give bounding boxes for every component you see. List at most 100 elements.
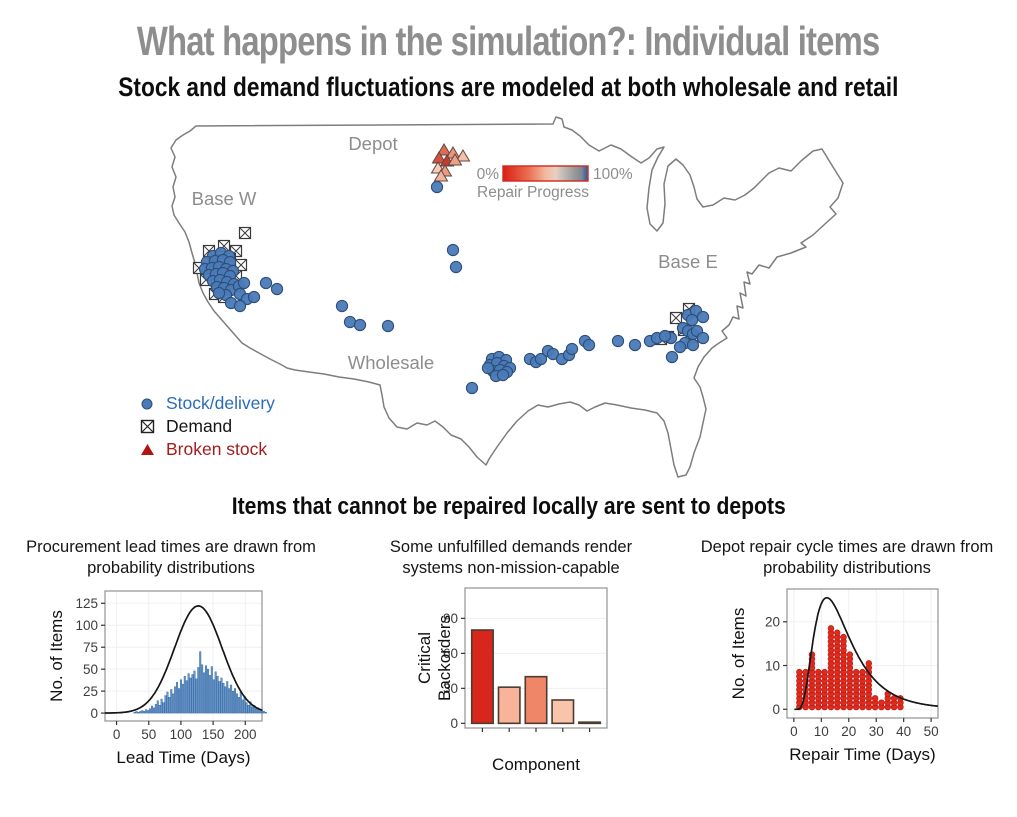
map-region-labels: Depot Base W Base E Wholesale xyxy=(192,133,718,373)
histogram-bar xyxy=(178,688,180,714)
plot-panel xyxy=(786,588,939,719)
map-label-wholesale: Wholesale xyxy=(348,352,434,373)
y-tick-label: 50 xyxy=(83,662,98,677)
x-axis-label: Component xyxy=(492,755,580,773)
section-heading-text: Items that cannot be repaired locally ar… xyxy=(231,493,786,520)
histogram-bar xyxy=(228,688,231,714)
x-axis-label: Repair Time (Days) xyxy=(789,745,935,764)
y-tick-label: 0 xyxy=(90,706,98,721)
stock-dot xyxy=(665,350,679,364)
stock-dot xyxy=(696,310,710,324)
histogram-bar xyxy=(259,710,262,714)
map-label-base-w: Base W xyxy=(192,188,257,209)
stock-dot xyxy=(658,329,672,343)
histogram-bar xyxy=(237,696,240,714)
section-heading: Items that cannot be repaired locally ar… xyxy=(0,493,1017,521)
histogram-bar xyxy=(218,681,221,714)
legend-item-demand: Demand xyxy=(136,415,275,438)
broken-stock-triangle xyxy=(447,153,463,166)
histogram-bar xyxy=(147,710,150,714)
stock-dot xyxy=(449,260,463,274)
histogram-bar xyxy=(210,666,213,714)
histogram-bar xyxy=(179,679,182,714)
broken-stock-triangle xyxy=(433,169,449,182)
stock-dot xyxy=(381,319,395,333)
stock-dot xyxy=(611,334,625,348)
x-tick-label: 30 xyxy=(869,724,884,739)
histogram-bar xyxy=(164,695,167,714)
histogram-bar xyxy=(234,688,236,714)
histogram-bar xyxy=(224,686,227,714)
count-dot xyxy=(852,668,860,676)
histogram-bar xyxy=(168,696,171,714)
histogram-bar xyxy=(249,701,252,714)
stock-dot xyxy=(446,243,460,257)
histogram-bar xyxy=(255,708,258,714)
histogram-bar xyxy=(251,706,254,714)
stock-dot xyxy=(270,282,284,296)
x-axis-label: Lead Time (Days) xyxy=(116,748,250,767)
histogram-bar xyxy=(220,677,223,714)
stock-dot xyxy=(233,299,247,313)
x-tick-label: 50 xyxy=(141,727,156,742)
count-dot xyxy=(815,668,822,676)
page-subtitle: Stock and demand fluctuations are modele… xyxy=(0,72,1017,103)
lead-time-histogram: 0 25 50 75 100 125 0 50 100 150 200 Lead Time (Days… xyxy=(47,590,267,767)
y-tick-label: 20 xyxy=(765,614,780,629)
chart-critical-backorders: Some unfulfilled demands render systems … xyxy=(352,537,670,773)
x-tick-label: 0 xyxy=(790,724,798,739)
histogram-bar xyxy=(133,711,136,714)
demand-square-icon xyxy=(136,419,158,434)
histogram-bar xyxy=(239,691,242,714)
map-marker-legend: Stock/delivery Demand Broken stock xyxy=(136,392,275,461)
broken-stock-triangle xyxy=(455,149,471,162)
us-map: Depot Base W Base E Wholesale 0% 100% Repai… xyxy=(170,116,844,478)
density-curve xyxy=(794,596,939,711)
histogram-bar xyxy=(253,704,256,714)
histogram-bar xyxy=(156,700,159,714)
stock-dot xyxy=(696,331,710,345)
histogram-bar xyxy=(226,681,229,714)
histogram-bar xyxy=(206,668,209,714)
bar xyxy=(578,721,602,725)
bar xyxy=(470,629,494,725)
y-tick-label: 30 xyxy=(443,681,458,696)
count-dot xyxy=(878,699,885,706)
histogram-bar xyxy=(137,711,140,714)
histogram-bar xyxy=(158,704,161,714)
histogram-bar xyxy=(143,711,146,714)
y-tick-label: 90 xyxy=(443,611,458,626)
histogram-bar xyxy=(205,665,207,714)
histogram-bar xyxy=(191,674,194,714)
histogram-bar xyxy=(230,684,233,714)
histogram-bar xyxy=(170,689,173,714)
histogram-bar xyxy=(139,711,142,714)
density-curve xyxy=(104,604,263,714)
histogram-bar xyxy=(201,664,204,714)
y-tick-label: 125 xyxy=(75,596,98,611)
histogram-bar xyxy=(176,682,179,714)
stock-dot-icon xyxy=(136,397,158,411)
histogram-bar xyxy=(241,699,244,714)
histogram-bar xyxy=(199,651,202,714)
histogram-bar xyxy=(187,673,190,714)
bar xyxy=(524,675,548,725)
x-tick-label: 50 xyxy=(924,724,939,739)
map-markers xyxy=(192,143,710,395)
histogram-bar xyxy=(162,702,165,714)
histogram-bar xyxy=(160,698,163,714)
legend-label-stock: Stock/delivery xyxy=(166,393,275,413)
y-tick-label: 100 xyxy=(75,618,98,633)
histogram-bar xyxy=(149,708,152,714)
histogram-bar xyxy=(264,711,267,714)
stock-dot xyxy=(212,286,226,300)
y-tick-label: 60 xyxy=(443,646,458,661)
count-dot xyxy=(840,633,847,641)
histogram-bar xyxy=(214,671,217,714)
legend-label-demand: Demand xyxy=(166,416,233,436)
x-tick-label: 150 xyxy=(202,727,225,742)
count-dot xyxy=(834,629,841,636)
histogram-bar xyxy=(235,693,238,714)
histogram-bar xyxy=(185,680,188,714)
